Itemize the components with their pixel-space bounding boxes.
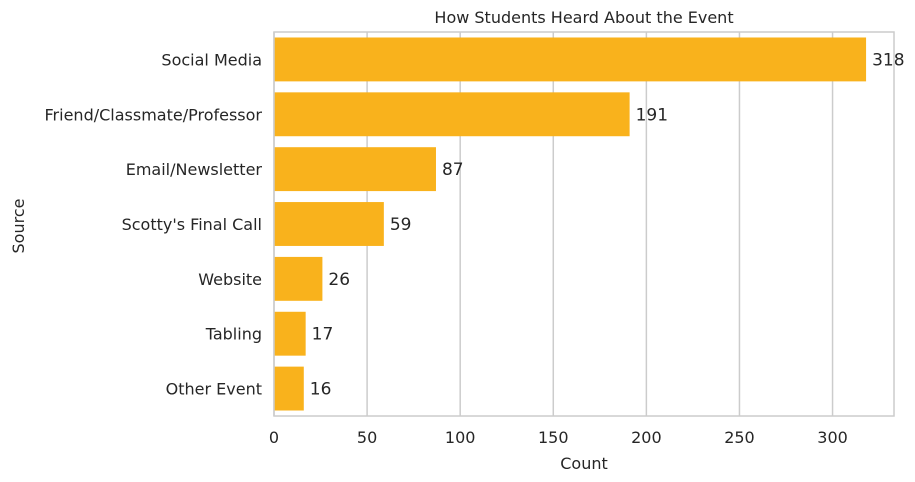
x-tick-label: 50 xyxy=(357,428,377,447)
bar xyxy=(274,256,323,301)
data-labels: 318 191 87 59 26 17 16 xyxy=(310,50,905,399)
x-axis-title: Count xyxy=(560,454,608,473)
x-tick-label: 0 xyxy=(269,428,279,447)
category-label: Scotty's Final Call xyxy=(122,215,262,234)
category-label: Social Media xyxy=(161,50,262,69)
data-label: 59 xyxy=(390,215,412,235)
x-tick-label: 150 xyxy=(538,428,569,447)
x-tick-label: 300 xyxy=(817,428,848,447)
bar xyxy=(274,366,304,411)
data-label: 87 xyxy=(442,160,464,180)
category-label: Email/Newsletter xyxy=(126,160,263,179)
category-label: Friend/Classmate/Professor xyxy=(45,105,263,124)
y-axis-title: Source xyxy=(9,199,28,254)
data-label: 17 xyxy=(312,325,334,345)
category-label: Tabling xyxy=(205,325,262,344)
data-label: 26 xyxy=(328,270,350,290)
x-tick-labels: 0 50 100 150 200 250 300 xyxy=(269,428,848,447)
category-labels: Social Media Friend/Classmate/Professor Em… xyxy=(45,50,263,398)
bar xyxy=(274,202,384,246)
x-tick-label: 250 xyxy=(724,428,755,447)
x-tick-label: 100 xyxy=(445,428,476,447)
bar xyxy=(274,92,630,137)
x-tick-label: 200 xyxy=(631,428,662,447)
category-label: Website xyxy=(198,270,262,289)
bar xyxy=(274,37,867,82)
data-label: 16 xyxy=(310,380,332,400)
category-label: Other Event xyxy=(166,380,262,399)
data-label: 318 xyxy=(872,50,904,70)
plot-border xyxy=(273,31,895,417)
plot-frame xyxy=(273,31,895,417)
chart-title: How Students Heard About the Event xyxy=(434,8,733,27)
bar xyxy=(274,311,306,356)
bars xyxy=(274,37,867,411)
data-label: 191 xyxy=(636,105,668,125)
bar xyxy=(274,147,436,192)
